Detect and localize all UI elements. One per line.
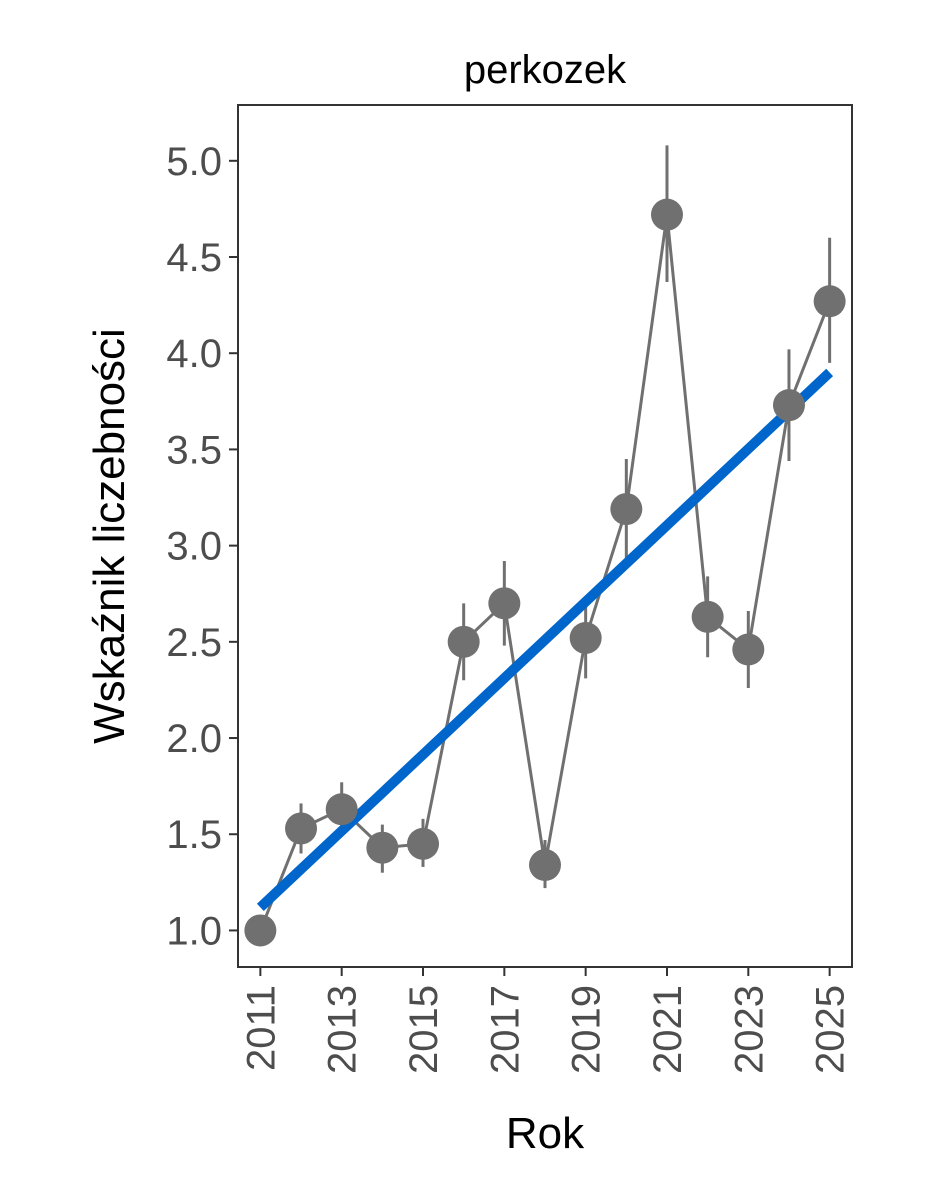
x-axis-title: Rok <box>506 1109 585 1158</box>
x-tick-label: 2021 <box>646 985 690 1074</box>
y-tick-label: 4.5 <box>166 236 222 280</box>
data-point <box>407 827 440 860</box>
data-point <box>772 389 805 422</box>
data-points <box>244 198 846 947</box>
trend-line <box>256 368 834 911</box>
y-tick-label: 4.0 <box>166 332 222 376</box>
x-tick-label: 2019 <box>565 985 609 1074</box>
data-point <box>447 625 480 658</box>
y-tick-label: 5.0 <box>166 140 222 184</box>
data-point <box>285 812 318 845</box>
data-point <box>610 493 643 526</box>
x-tick-label: 2013 <box>321 985 365 1074</box>
data-point <box>325 793 358 826</box>
x-tick-label: 2023 <box>727 985 771 1074</box>
y-tick-label: 1.0 <box>166 909 222 953</box>
data-point <box>244 914 277 947</box>
data-point <box>529 849 561 882</box>
x-tick-label: 2017 <box>483 985 527 1074</box>
data-point <box>488 587 521 620</box>
x-tick-label: 2025 <box>809 985 853 1074</box>
trend-line-group <box>256 368 834 911</box>
y-tick-label: 3.5 <box>166 428 222 472</box>
data-point <box>650 198 683 231</box>
data-point <box>366 831 399 864</box>
data-point <box>691 600 724 633</box>
data-point <box>569 621 602 654</box>
y-axis-title: Wskaźnik liczebności <box>85 328 134 744</box>
x-tick-label: 2011 <box>239 985 283 1071</box>
y-tick-label: 2.0 <box>166 717 222 761</box>
x-tick-label: 2015 <box>402 985 446 1074</box>
chart-title: perkozek <box>464 48 627 92</box>
y-axis: 1.0 1.5 2.0 2.5 3.0 3.5 4.0 4.5 5.0 <box>166 140 238 953</box>
y-tick-label: 2.5 <box>166 621 222 665</box>
data-point <box>813 285 846 318</box>
y-tick-label: 1.5 <box>166 813 222 857</box>
data-point <box>732 633 765 666</box>
y-tick-label: 3.0 <box>166 525 222 569</box>
x-axis: 2011 2013 2015 2017 2019 2021 2023 2025 <box>239 967 853 1074</box>
